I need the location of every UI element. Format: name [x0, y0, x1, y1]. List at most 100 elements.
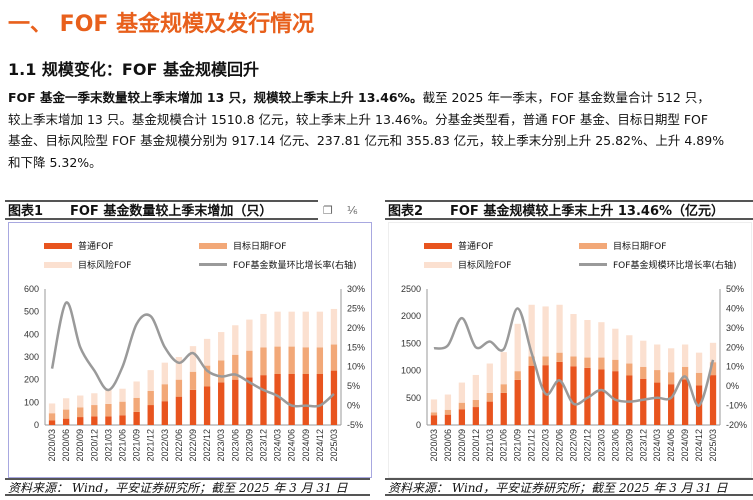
- bar-segment: [514, 371, 521, 380]
- legend-item: 目标日期FOF: [579, 239, 666, 252]
- chart1-number: 图表1: [8, 204, 44, 219]
- y-tick-label: 400: [24, 329, 39, 339]
- bar-segment: [147, 405, 154, 425]
- bar-segment: [695, 352, 703, 373]
- y2-tick-label: -5%: [347, 420, 363, 430]
- chart-plot: 0 100 200 300 400 500 600 -5% 0% 5% 10% 15% 20% 25% 30…: [24, 284, 365, 462]
- chart2-source: 资料来源： Wind，平安证券研究所；截至 2025 年 3 月 31 日: [385, 478, 753, 496]
- bar-segment: [147, 391, 154, 406]
- bar-segment: [330, 344, 338, 371]
- bar-segment: [77, 395, 84, 408]
- y-tick-label: 500: [406, 393, 421, 403]
- bar-segment: [232, 354, 239, 380]
- bar-segment: [330, 308, 338, 345]
- legend-swatch: [199, 242, 227, 249]
- bar-segment: [542, 306, 549, 357]
- translate-icon[interactable]: ⅟₆: [346, 203, 358, 217]
- x-tick-label: 2021/06: [499, 429, 509, 462]
- bar-segment: [316, 311, 324, 348]
- y-tick-label: 1500: [401, 338, 421, 348]
- bar-segment: [570, 314, 577, 357]
- bar-segment: [175, 396, 183, 425]
- x-tick-label: 2020/09: [457, 429, 467, 462]
- legend-item: FOF基金规模环比增长率(右轴): [579, 258, 736, 271]
- bar-segment: [654, 344, 661, 371]
- x-tick-label: 2021/12: [527, 429, 537, 462]
- bar-segment: [681, 366, 689, 380]
- x-tick-label: 2023/12: [258, 429, 268, 462]
- bar-segment: [458, 382, 466, 403]
- x-tick-label: 2021/09: [513, 429, 523, 462]
- y2-tick-label: 50%: [726, 284, 744, 294]
- x-tick-label: 2022/03: [541, 429, 551, 462]
- y-tick-label: 600: [24, 284, 39, 294]
- bar-segment: [274, 374, 281, 425]
- y2-tick-label: 10%: [726, 362, 744, 372]
- bar-segment: [119, 401, 126, 416]
- bar-segment: [133, 397, 140, 412]
- y2-tick-label: 5%: [347, 381, 360, 391]
- x-tick-label: 2024/12: [315, 429, 325, 462]
- bar-segment: [500, 392, 507, 425]
- bar-segment: [598, 322, 605, 358]
- bar-segment: [105, 416, 112, 425]
- bar-segment: [218, 360, 225, 383]
- x-tick-label: 2022/12: [582, 429, 592, 462]
- bar-segment: [218, 332, 225, 361]
- legend-swatch: [199, 263, 227, 266]
- bar-segment: [626, 363, 633, 376]
- bar-segment: [458, 402, 466, 410]
- x-tick-label: 2022/09: [188, 429, 198, 462]
- y-tick-label: 0: [416, 420, 421, 430]
- legend-item: 目标日期FOF: [199, 239, 286, 252]
- x-tick-label: 2023/03: [216, 429, 226, 462]
- chart1-title: 图表1 FOF 基金数量较上季末增加（只）: [5, 200, 370, 220]
- x-tick-label: 2020/03: [429, 429, 439, 462]
- bar-segment: [612, 371, 619, 425]
- legend-item: 普通FOF: [424, 239, 493, 252]
- bar-segment: [119, 415, 126, 425]
- bar-segment: [48, 403, 56, 414]
- bar-segment: [570, 366, 577, 425]
- y2-tick-label: -20%: [726, 420, 747, 430]
- x-tick-label: 2022/06: [174, 429, 184, 462]
- legend-label: 目标风险FOF: [458, 261, 512, 271]
- bar-segment: [528, 365, 535, 425]
- bar-segment: [472, 399, 479, 408]
- bar-segment: [232, 379, 239, 425]
- bar-segment: [260, 375, 267, 425]
- bar-segment: [105, 403, 112, 417]
- x-tick-label: 2021/03: [485, 429, 495, 462]
- x-tick-label: 2023/09: [624, 429, 634, 462]
- y-tick-label: 500: [24, 307, 39, 317]
- x-tick-label: 2024/09: [301, 429, 311, 462]
- y2-tick-label: 10%: [347, 362, 365, 372]
- bar-segment: [274, 346, 281, 374]
- bar-segment: [444, 394, 452, 410]
- bar-segment: [302, 374, 309, 425]
- bar-segment: [612, 328, 619, 360]
- bar-segment: [472, 407, 479, 425]
- section-heading: 一、 FOF 基金规模及发行情况: [8, 12, 315, 37]
- bar-segment: [133, 381, 140, 398]
- bar-segment: [598, 357, 605, 370]
- y-tick-label: 2500: [401, 284, 421, 294]
- x-tick-label: 2024/03: [273, 429, 283, 462]
- x-tick-label: 2025/03: [708, 429, 718, 462]
- x-tick-label: 2024/03: [652, 429, 662, 462]
- bar-segment: [430, 399, 438, 413]
- x-tick-label: 2020/12: [89, 429, 99, 462]
- bar-segment: [161, 401, 168, 425]
- x-tick-label: 2022/09: [569, 429, 579, 462]
- bar-segment: [77, 417, 84, 425]
- y2-tick-label: 15%: [347, 342, 365, 352]
- legend-swatch: [424, 242, 452, 249]
- legend-label: 目标风险FOF: [78, 261, 132, 271]
- legend-swatch: [424, 261, 452, 268]
- bar-segment: [203, 365, 211, 387]
- copy-icon[interactable]: ❐: [323, 203, 333, 217]
- para-line1: 截至 2025 年一季末，FOF 基金数量合计 512 只，: [422, 90, 710, 105]
- growth-rate-line: [50, 301, 335, 408]
- bar-segment: [316, 347, 324, 374]
- x-tick-label: 2022/12: [202, 429, 212, 462]
